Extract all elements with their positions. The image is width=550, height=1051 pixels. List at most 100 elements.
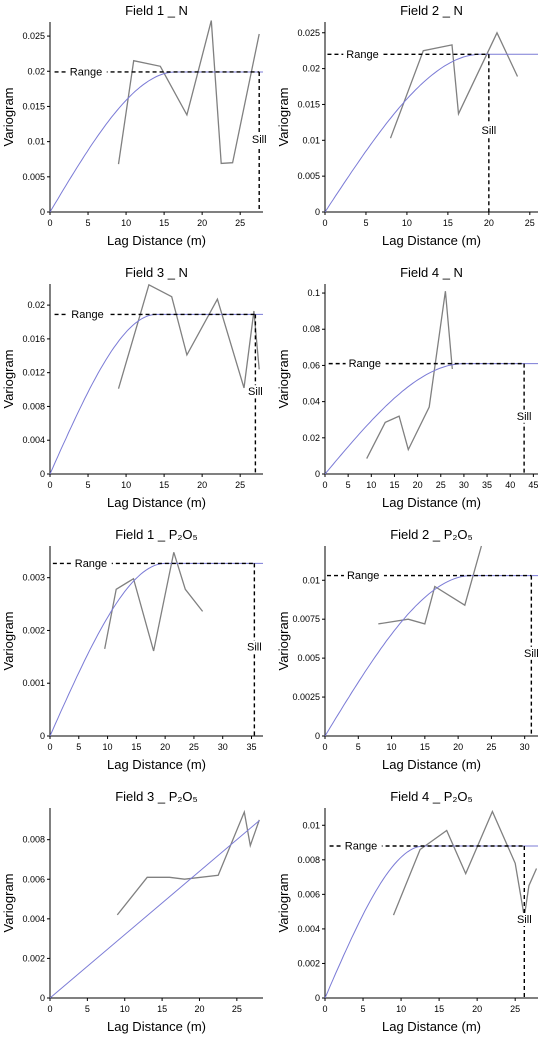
fitted-model-curve (324, 53, 538, 213)
y-tick-label: 0.004 (22, 435, 45, 445)
x-tick-label: 15 (434, 1004, 444, 1014)
y-axis-label: Variogram (1, 873, 16, 932)
y-tick-label: 0.002 (297, 958, 320, 968)
y-tick-label: 0.01 (302, 135, 320, 145)
chart-title: Field 4 _ N (400, 265, 463, 280)
range-label-background (66, 63, 107, 77)
variogram-chart: Field 2 _ P₂O₅ 0 5 10 15 20 25 30 0 0.0025 0.005 0.… (276, 527, 542, 772)
variogram-panel-5: Field 1 _ P₂O₅ 0 5 10 15 20 25 30 35 0 0.001 0.002 0… (0, 524, 275, 786)
x-tick-label: 5 (363, 218, 368, 228)
y-tick-label: 0.025 (22, 31, 45, 41)
sill-label-background (521, 646, 542, 660)
range-label: Range (75, 558, 107, 570)
y-tick-label: 0 (315, 469, 320, 479)
x-tick-label: 10 (121, 480, 131, 490)
x-tick-label: 20 (484, 218, 494, 228)
range-label-background (345, 355, 386, 369)
sill-label-background (244, 640, 265, 654)
y-tick-label: 0.02 (302, 64, 320, 74)
sill-label-background (249, 132, 270, 146)
sill-label: Sill (247, 642, 262, 654)
y-tick-label: 0.001 (22, 678, 45, 688)
range-label-background (68, 306, 109, 320)
y-axis-label: Variogram (276, 611, 291, 670)
range-label: Range (71, 309, 103, 321)
y-tick-label: 0.008 (22, 835, 45, 845)
x-tick-label: 10 (366, 480, 376, 490)
x-tick-label: 15 (443, 218, 453, 228)
x-tick-label: 0 (322, 218, 327, 228)
variogram-panel-3: Field 3 _ N 0 5 10 15 20 25 0 0.004 0.008 0.012 0.0… (0, 262, 275, 524)
experimental-variogram-line (392, 809, 538, 917)
x-tick-label: 0 (322, 1004, 327, 1014)
x-axis-label: Lag Distance (m) (382, 757, 481, 772)
y-tick-label: 0.08 (302, 324, 320, 334)
variogram-chart: Field 3 _ P₂O₅ 0 5 10 15 20 25 0 0.002 0.004 0.006… (1, 789, 263, 1034)
x-tick-label: 10 (387, 742, 397, 752)
y-tick-label: 0.008 (22, 401, 45, 411)
y-axis-label: Variogram (276, 873, 291, 932)
y-tick-label: 0 (315, 207, 320, 217)
x-tick-label: 15 (420, 742, 430, 752)
chart-title: Field 4 _ P₂O₅ (390, 789, 473, 804)
experimental-variogram-line (104, 552, 204, 652)
sill-label: Sill (517, 914, 532, 926)
sill-label: Sill (252, 134, 267, 146)
experimental-variogram-line (117, 283, 260, 389)
y-axis-label: Variogram (1, 611, 16, 670)
y-tick-label: 0.025 (297, 28, 320, 38)
fitted-model-curve (49, 820, 260, 999)
x-tick-label: 15 (159, 218, 169, 228)
y-tick-label: 0.0075 (292, 614, 320, 624)
x-tick-label: 25 (235, 480, 245, 490)
x-tick-label: 20 (197, 480, 207, 490)
x-tick-label: 20 (453, 742, 463, 752)
experimental-variogram-line (117, 20, 260, 165)
y-tick-label: 0.006 (297, 889, 320, 899)
y-tick-label: 0 (40, 469, 45, 479)
variogram-panel-7: Field 3 _ P₂O₅ 0 5 10 15 20 25 0 0.002 0.004 0.006… (0, 786, 275, 1048)
range-label: Range (347, 570, 379, 582)
x-tick-label: 15 (131, 742, 141, 752)
y-tick-label: 0.02 (27, 66, 45, 76)
y-axis-label: Variogram (276, 87, 291, 146)
variogram-chart: Field 1 _ N 0 5 10 15 20 25 0 0.005 0.01 0.015 0.02… (1, 3, 270, 248)
y-tick-label: 0.002 (22, 625, 45, 635)
x-tick-label: 0 (322, 480, 327, 490)
x-tick-label: 15 (389, 480, 399, 490)
x-tick-label: 20 (194, 1004, 204, 1014)
fitted-model-curve (49, 71, 263, 213)
x-tick-label: 25 (235, 218, 245, 228)
variogram-panel-8: Field 4 _ P₂O₅ 0 5 10 15 20 25 0 0.002 0.004 0.006… (275, 786, 550, 1048)
sill-label-background (478, 124, 499, 138)
x-tick-label: 25 (486, 742, 496, 752)
x-tick-label: 5 (85, 1004, 90, 1014)
x-tick-label: 25 (189, 742, 199, 752)
x-axis-label: Lag Distance (m) (107, 757, 206, 772)
x-tick-label: 25 (232, 1004, 242, 1014)
y-tick-label: 0.02 (302, 433, 320, 443)
fitted-model-curve (324, 845, 538, 999)
variogram-panel-4: Field 4 _ N 0 5 10 15 20 25 30 35 40 45 0 0.02 0.04 0.… (275, 262, 550, 524)
sill-label-background (514, 409, 535, 423)
variogram-chart: Field 2 _ N 0 5 10 15 20 25 0 0.005 0.01 0.015 0.02… (276, 3, 538, 248)
y-tick-label: 0.01 (302, 820, 320, 830)
x-tick-label: 25 (525, 218, 535, 228)
x-tick-label: 5 (346, 480, 351, 490)
y-tick-label: 0.06 (302, 360, 320, 370)
y-tick-label: 0.004 (297, 924, 320, 934)
x-tick-label: 5 (361, 1004, 366, 1014)
x-axis-label: Lag Distance (m) (382, 233, 481, 248)
y-axis-label: Variogram (276, 349, 291, 408)
range-label-background (343, 567, 384, 581)
y-tick-label: 0.004 (22, 914, 45, 924)
y-tick-label: 0 (315, 731, 320, 741)
variogram-chart: Field 3 _ N 0 5 10 15 20 25 0 0.004 0.008 0.012 0.0… (1, 265, 266, 510)
x-tick-label: 5 (356, 742, 361, 752)
x-axis-label: Lag Distance (m) (107, 1019, 206, 1034)
x-tick-label: 30 (459, 480, 469, 490)
x-tick-label: 0 (47, 218, 52, 228)
x-tick-label: 30 (520, 742, 530, 752)
y-tick-label: 0 (40, 207, 45, 217)
x-tick-label: 35 (482, 480, 492, 490)
